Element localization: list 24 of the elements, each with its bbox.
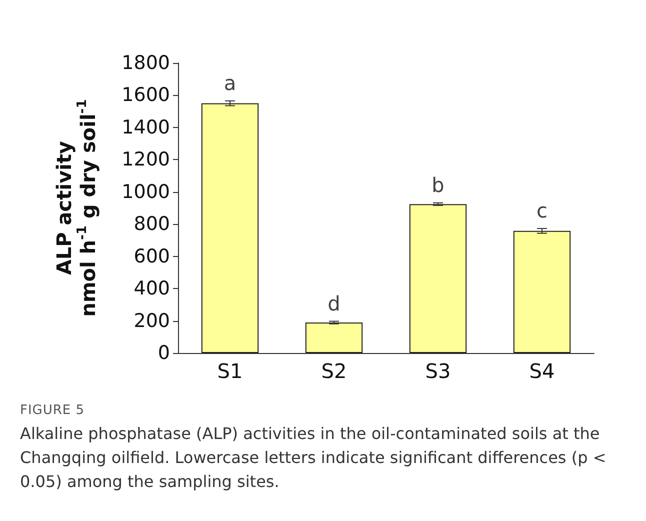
y-tick-label: 0	[158, 342, 170, 364]
y-tick-label: 400	[134, 278, 170, 300]
y-tick-label: 800	[134, 213, 170, 236]
annotation: d	[328, 291, 340, 316]
annotation: a	[224, 70, 236, 95]
y-tick-label: 200	[134, 310, 170, 332]
x-tick-label: S3	[425, 359, 451, 383]
y-tick-label: 1800	[122, 52, 170, 74]
caption: FIGURE 5	[20, 403, 86, 418]
y-tick-label: 1600	[122, 84, 170, 106]
y-tick-label: 1400	[122, 116, 170, 138]
annotation: b	[432, 172, 444, 197]
y-tick-label: 600	[134, 245, 170, 268]
x-tick-label: S4	[529, 359, 555, 383]
annotation: c	[536, 198, 548, 222]
bar	[409, 204, 467, 353]
x-tick-label: S1	[217, 359, 243, 383]
x-tick-label: S2	[321, 359, 347, 383]
text: Alkaline phosphatase (ALP) activities in the oil-contaminated soils at the Changqing oilfield. Lowercase letters indicate significant differences (p < 0.05) among the sampling sites.	[20, 423, 608, 493]
bar	[305, 322, 363, 353]
y-tick-label: 1200	[122, 148, 170, 171]
y-tick-label: 1000	[122, 180, 170, 203]
bar	[201, 103, 259, 353]
bar	[513, 230, 571, 353]
